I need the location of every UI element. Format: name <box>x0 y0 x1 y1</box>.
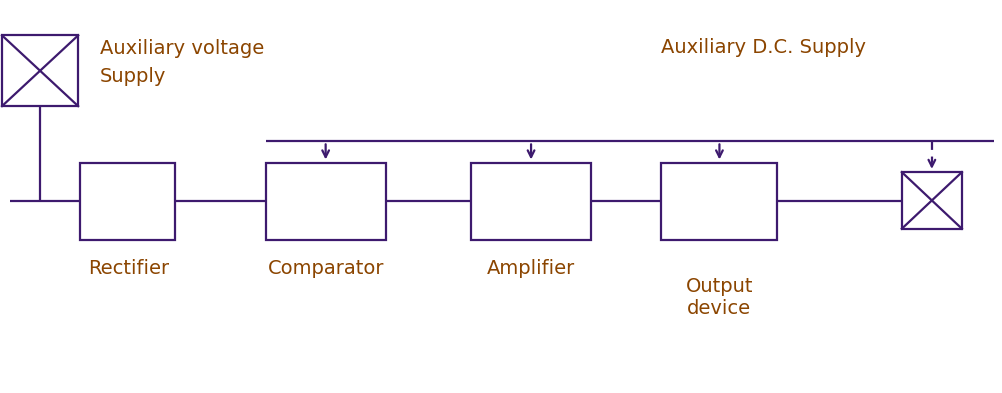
Bar <box>661 163 777 240</box>
Bar <box>80 163 175 240</box>
Bar <box>471 163 591 240</box>
Text: Rectifier: Rectifier <box>88 259 168 278</box>
Text: Comparator: Comparator <box>268 259 384 278</box>
Text: Auxiliary voltage
Supply: Auxiliary voltage Supply <box>100 39 265 86</box>
Text: Auxiliary D.C. Supply: Auxiliary D.C. Supply <box>661 38 867 57</box>
Text: Amplifier: Amplifier <box>487 259 575 278</box>
Bar <box>2 35 78 106</box>
Text: Output
device: Output device <box>685 277 754 318</box>
Bar <box>266 163 386 240</box>
Bar <box>902 172 962 229</box>
